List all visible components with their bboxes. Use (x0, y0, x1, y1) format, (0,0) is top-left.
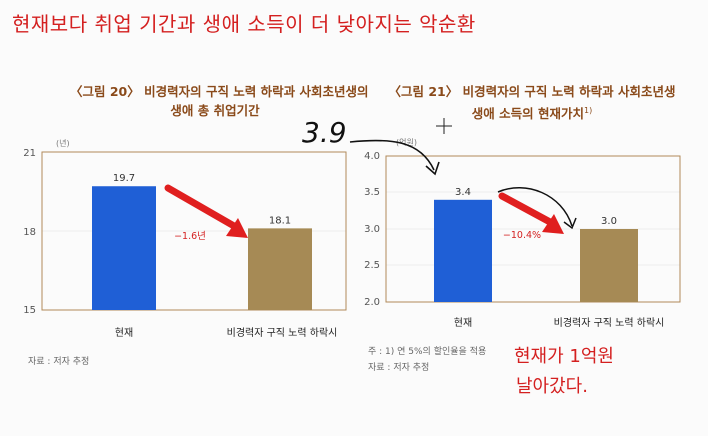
chart2-title-line1: 〈그림 21〉 비경력자의 구직 노력 하락과 사회초년생 (388, 84, 676, 99)
chart1-source: 자료 : 저자 추정 (28, 357, 90, 367)
chart2-note: 주 : 1) 연 5%의 할인율을 적용 (368, 347, 487, 357)
chart2-category-current: 현재 (454, 317, 472, 329)
chart2-source: 자료 : 저자 추정 (368, 363, 430, 373)
chart2-arrow-head (542, 214, 564, 234)
chart2-title-sup: 1) (584, 106, 593, 115)
chart2-ytick-2: 3.0 (364, 224, 380, 235)
handwritten-note-line1: 현재가 1억원 (514, 346, 614, 367)
chart1-svg: (년) 15 18 21 19.7 18.1 −1.6년 현재 비경력자 구직 … (23, 138, 347, 339)
chart1-ytick-1: 18 (23, 227, 36, 238)
chart2-handwritten-arc-tip (563, 217, 577, 230)
chart2-ytick-3: 3.5 (364, 187, 380, 198)
handwritten-note-line2: 날아갔다. (516, 376, 588, 397)
chart2-value-label-current: 3.4 (455, 187, 471, 198)
chart2-title-line2: 생애 소득의 현재가치 (471, 106, 584, 122)
chart2-title: 〈그림 21〉 비경력자의 구직 노력 하락과 사회초년생 생애 소득의 현재가… (372, 82, 692, 123)
chart2-svg: (억원) 2.0 2.5 3.0 3.5 4.0 3.4 3.0 −10.4% … (364, 137, 681, 329)
headline: 현재보다 취업 기간과 생애 소득이 더 낮아지는 악순환 (12, 12, 476, 36)
chart1-category-current: 현재 (115, 327, 133, 339)
chart1-arrow-shaft (164, 184, 238, 230)
chart2-ytick-0: 2.0 (364, 297, 380, 308)
chart1-arrow-head (226, 218, 248, 238)
chart1-unit: (년) (56, 138, 70, 148)
chart1-category-no-career: 비경력자 구직 노력 하락시 (227, 326, 338, 339)
chart2-ytick-4: 4.0 (364, 151, 380, 162)
chart1-frame (41, 151, 347, 311)
chart1-ytick-0: 15 (23, 305, 36, 316)
chart1-title-line2: 생애 총 취업기간 (170, 103, 260, 118)
chart1-title-line1: 〈그림 20〉 비경력자의 구직 노력 하락과 사회초년생의 (70, 84, 369, 99)
chart2-handwritten-arc (497, 187, 573, 227)
chart2-change-label: −10.4% (503, 230, 541, 241)
chart1-value-label-current: 19.7 (113, 173, 135, 184)
handwritten-note: 현재가 1억원 날아갔다. (514, 342, 614, 402)
chart2-unit: (억원) (396, 137, 417, 147)
chart2-arrow-shaft (498, 192, 554, 226)
chart2-bar-no-career (580, 229, 638, 302)
chart2-bar-current (434, 199, 492, 302)
chart1-ytick-2: 21 (23, 148, 36, 159)
chart2-value-label-no-career: 3.0 (601, 216, 617, 227)
chart2-category-no-career: 비경력자 구직 노력 하락시 (554, 316, 665, 329)
chart1-bar-no-career (248, 228, 312, 310)
chart1-value-label-no-career: 18.1 (269, 215, 291, 226)
chart2-ytick-1: 2.5 (364, 260, 380, 271)
chart1-change-label: −1.6년 (174, 231, 206, 242)
chart1-bar-current (92, 186, 156, 310)
chart2-frame (385, 155, 681, 303)
chart1-title: 〈그림 20〉 비경력자의 구직 노력 하락과 사회초년생의 생애 총 취업기간 (70, 82, 369, 120)
